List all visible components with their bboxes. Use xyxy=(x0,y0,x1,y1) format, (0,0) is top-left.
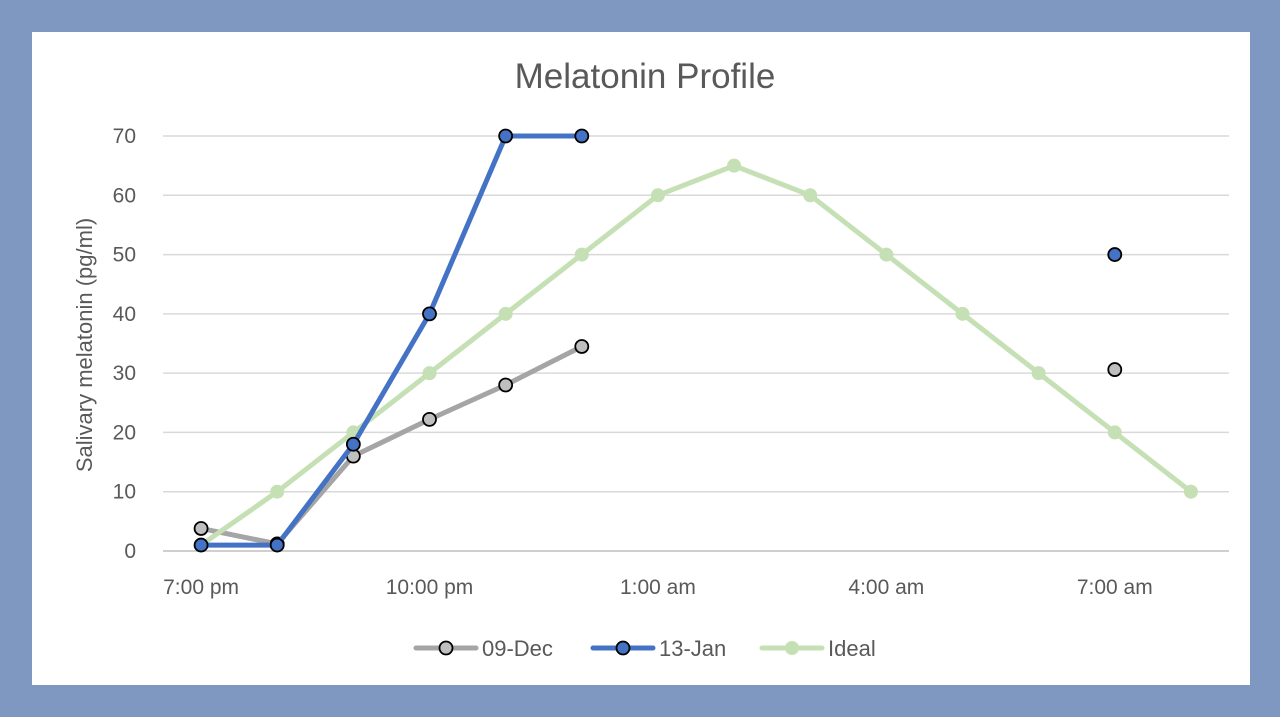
legend-marker-09-dec xyxy=(438,640,454,656)
data-point-09-dec-3 xyxy=(422,411,437,427)
data-point-13-jan-1 xyxy=(269,537,285,553)
legend-item-13-jan: 13-Jan xyxy=(590,636,726,661)
legend-marker-ideal xyxy=(785,641,799,655)
data-point-13-jan-0 xyxy=(193,537,209,553)
x-tick-labels: 7:00 pm 10:00 pm 1:00 am 4:00 am 7:00 am xyxy=(163,576,1153,599)
grid-lines xyxy=(163,135,1229,552)
chart-title: Melatonin Profile xyxy=(515,57,776,96)
data-point-09-dec-0 xyxy=(193,521,209,536)
y-tick-0: 0 xyxy=(124,540,136,563)
x-tick-9: 4:00 am xyxy=(848,576,924,599)
data-point-ideal-7 xyxy=(727,158,742,173)
legend-label-ideal: Ideal xyxy=(828,636,876,661)
data-point-ideal-5 xyxy=(574,247,589,262)
data-point-13-jan-4 xyxy=(498,128,514,144)
x-tick-3: 10:00 pm xyxy=(386,576,474,599)
data-point-ideal-10 xyxy=(955,306,970,321)
y-tick-labels: 0 10 20 30 40 50 60 70 xyxy=(113,125,136,563)
series-13-jan xyxy=(193,128,1123,553)
data-point-ideal-8 xyxy=(803,188,818,203)
data-point-13-jan-3 xyxy=(422,306,437,322)
data-point-ideal-4 xyxy=(498,306,513,321)
legend-item-09-dec: 09-Dec xyxy=(413,636,553,661)
chart-frame xyxy=(32,32,1250,685)
x-tick-0: 7:00 pm xyxy=(163,576,239,599)
legend-marker-13-jan xyxy=(615,640,631,656)
data-point-ideal-1 xyxy=(270,484,285,499)
y-tick-10: 10 xyxy=(113,481,136,504)
y-tick-40: 40 xyxy=(113,303,136,326)
data-point-09-dec-12 xyxy=(1107,362,1123,377)
legend-item-ideal: Ideal xyxy=(759,636,876,661)
y-tick-20: 20 xyxy=(113,421,136,444)
x-tick-12: 7:00 am xyxy=(1077,576,1153,599)
data-point-09-dec-5 xyxy=(574,339,590,354)
series-09-dec xyxy=(193,339,1123,552)
data-point-ideal-11 xyxy=(1031,366,1046,381)
y-axis-label: Salivary melatonin (pg/ml) xyxy=(72,218,97,472)
x-tick-6: 1:00 am xyxy=(620,576,696,599)
y-tick-60: 60 xyxy=(113,184,136,207)
legend-label-13-jan: 13-Jan xyxy=(659,636,726,661)
data-point-ideal-9 xyxy=(879,247,894,262)
y-tick-30: 30 xyxy=(113,362,136,385)
y-tick-50: 50 xyxy=(113,244,136,267)
data-point-13-jan-5 xyxy=(574,128,590,144)
data-point-ideal-6 xyxy=(650,188,665,203)
series-line-ideal-0 xyxy=(198,163,1194,548)
data-point-13-jan-2 xyxy=(345,436,361,452)
data-point-ideal-3 xyxy=(422,366,437,381)
series-line-13-jan-0 xyxy=(198,133,585,548)
series-line-09-dec-0 xyxy=(198,343,585,547)
series-group xyxy=(193,128,1198,553)
data-point-ideal-12 xyxy=(1107,425,1122,440)
legend: 09-Dec 13-Jan Ideal xyxy=(413,636,876,661)
data-point-ideal-13 xyxy=(1183,484,1198,499)
series-ideal xyxy=(194,158,1198,553)
data-point-09-dec-4 xyxy=(498,377,514,393)
data-point-13-jan-12 xyxy=(1107,247,1123,262)
y-tick-70: 70 xyxy=(113,125,136,148)
legend-label-09-dec: 09-Dec xyxy=(482,636,553,661)
